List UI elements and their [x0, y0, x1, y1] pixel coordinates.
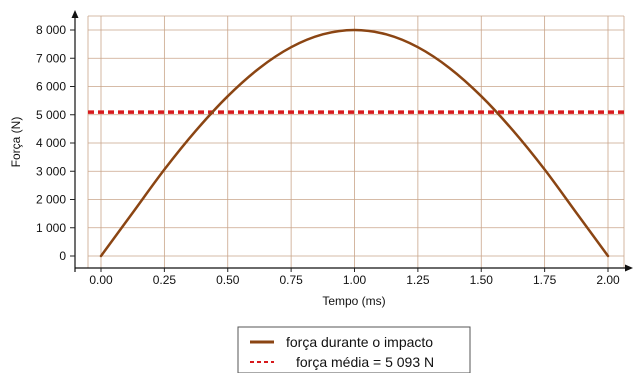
y-tick-label: 6 000	[36, 80, 66, 94]
y-tick-label: 4 000	[36, 136, 66, 150]
series-force-curve	[99, 28, 610, 258]
x-tick-label: 0.50	[216, 273, 240, 287]
x-tick-label: 0.25	[153, 273, 177, 287]
x-axis-arrow	[625, 264, 633, 272]
x-tick-label: 1.00	[343, 273, 367, 287]
y-tick-label: 2 000	[36, 193, 66, 207]
x-tick-label: 1.50	[470, 273, 494, 287]
y-tick-label: 7 000	[36, 51, 66, 65]
y-ticks: 0 1 000 2 000 3 000 4 000 5 000 6 000 7 000 8 00…	[36, 23, 75, 263]
x-axis-title: Tempo (ms)	[322, 294, 385, 308]
x-tick-label: 0.75	[279, 273, 303, 287]
y-tick-label: 8 000	[36, 23, 66, 37]
y-axis-title: Força (N)	[9, 117, 23, 168]
x-tick-label: 0.00	[89, 273, 113, 287]
legend-label-average: força média = 5 093 N	[296, 354, 434, 370]
y-axis-arrow	[71, 10, 79, 18]
legend-label-force: força durante o impacto	[286, 334, 433, 350]
y-tick-label: 1 000	[36, 221, 66, 235]
x-tick-label: 2.00	[596, 273, 620, 287]
y-tick-label: 3 000	[36, 164, 66, 178]
x-tick-label: 1.25	[406, 273, 430, 287]
series-group	[88, 28, 626, 258]
x-tick-label: 1.75	[533, 273, 557, 287]
axes	[71, 10, 633, 272]
legend: força durante o impacto força média = 5 …	[237, 326, 471, 373]
legend-box	[237, 326, 471, 373]
x-ticks: 0.00 0.25 0.50 0.75 1.00 1.25 1.50 1.75 2.00	[89, 268, 620, 287]
y-tick-label: 5 000	[36, 108, 66, 122]
y-tick-label: 0	[59, 249, 66, 263]
grid	[87, 15, 625, 269]
